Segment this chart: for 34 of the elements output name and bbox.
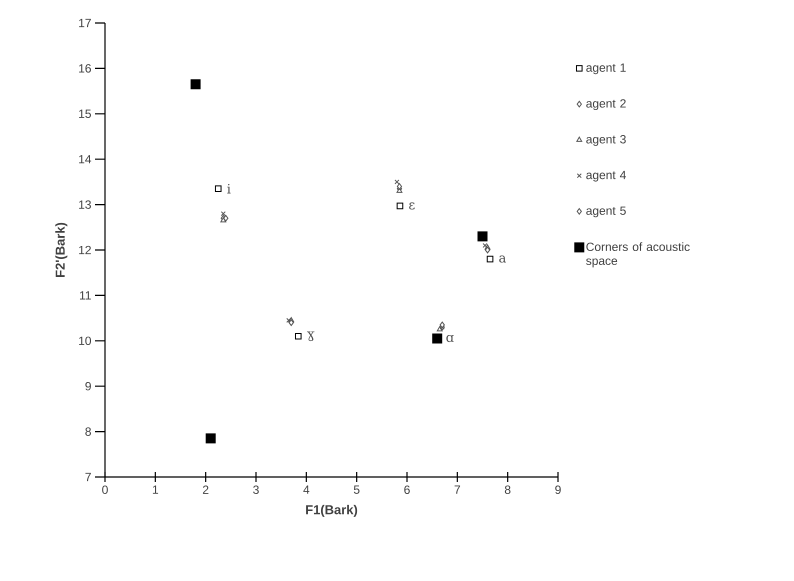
y-tick-label: 17 bbox=[79, 18, 91, 28]
x-tick-label: 9 bbox=[555, 486, 561, 494]
y-tick-label: 14 bbox=[79, 155, 92, 164]
x-tick-label: 0 bbox=[102, 486, 108, 494]
x-tick-label: 6 bbox=[404, 486, 410, 494]
y-tick-label: 16 bbox=[79, 64, 91, 73]
y-tick-label: 11 bbox=[80, 291, 91, 300]
y-tick-label: 15 bbox=[79, 110, 91, 118]
x-tick-label: 7 bbox=[454, 486, 460, 494]
annotation: ɣ bbox=[306, 331, 314, 342]
annotation: a bbox=[499, 256, 506, 263]
annotation: ε bbox=[409, 202, 415, 210]
y-tick-label: 13 bbox=[79, 200, 91, 209]
legend-label: agent 1 bbox=[586, 64, 626, 74]
legend-label: agent 3 bbox=[586, 135, 626, 146]
y-tick-label: 10 bbox=[79, 336, 92, 346]
y-tick-label: 9 bbox=[85, 382, 91, 390]
legend-label: Corners of acoustic space bbox=[586, 242, 690, 268]
x-tick-label: 1 bbox=[152, 486, 158, 494]
x-tick-label: 8 bbox=[504, 486, 510, 494]
x-tick-label: 4 bbox=[303, 486, 310, 494]
x-tick-label: 5 bbox=[354, 486, 360, 494]
annotation: i bbox=[227, 184, 231, 194]
y-tick-label: 7 bbox=[85, 472, 91, 482]
legend-label: agent 2 bbox=[586, 99, 626, 110]
legend-label: agent 4 bbox=[586, 170, 626, 182]
x-axis-title: F1(Bark) bbox=[306, 504, 358, 517]
y-axis-title: F2'(Bark) bbox=[55, 222, 68, 277]
annotation: ɑ bbox=[446, 334, 454, 342]
y-tick-label: 8 bbox=[85, 427, 91, 436]
x-tick-label: 3 bbox=[253, 486, 259, 494]
x-tick-label: 2 bbox=[202, 486, 208, 494]
y-tick-label: 12 bbox=[79, 246, 91, 254]
legend-label: agent 5 bbox=[586, 206, 626, 218]
